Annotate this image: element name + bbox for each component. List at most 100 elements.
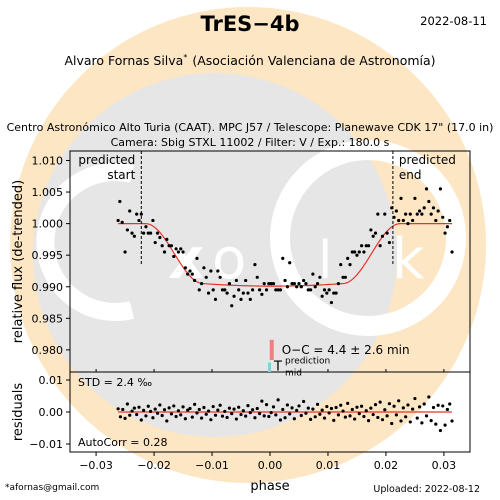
residual-point bbox=[220, 414, 225, 418]
flux-point bbox=[397, 218, 401, 223]
flux-point bbox=[271, 282, 276, 286]
residual-point bbox=[378, 400, 382, 404]
watermark-ring bbox=[270, 140, 466, 336]
flux-point bbox=[434, 218, 438, 223]
residual-point bbox=[155, 411, 160, 415]
residual-point bbox=[427, 395, 431, 399]
flux-point bbox=[165, 237, 169, 241]
residual-point bbox=[411, 407, 415, 411]
residual-point bbox=[151, 416, 155, 420]
flux-point bbox=[128, 209, 132, 213]
residual-point bbox=[348, 414, 352, 418]
residual-point bbox=[142, 408, 146, 412]
flux-point bbox=[362, 250, 366, 254]
residual-point bbox=[146, 404, 150, 408]
residual-point bbox=[213, 413, 218, 417]
flux-point bbox=[132, 234, 136, 238]
flux-point bbox=[380, 234, 385, 238]
prediction-sub: mid bbox=[285, 369, 302, 379]
residual-point bbox=[169, 412, 174, 416]
residual-point bbox=[322, 416, 327, 420]
flux-point bbox=[202, 266, 206, 270]
residual-point bbox=[450, 419, 454, 423]
residual-point bbox=[195, 411, 199, 415]
residual-point bbox=[148, 409, 153, 413]
prediction-marker bbox=[268, 362, 271, 372]
residual-point bbox=[179, 413, 183, 417]
flux-point bbox=[346, 256, 350, 260]
flux-point bbox=[162, 250, 167, 254]
setup-line-1: Centro Astronómico Alto Turia (CAAT). MP… bbox=[7, 121, 494, 134]
residual-point bbox=[199, 416, 204, 420]
residual-point bbox=[281, 407, 285, 412]
std-text: STD = 2.4 ‰ bbox=[78, 376, 152, 389]
residual-point bbox=[172, 404, 176, 408]
flux-point bbox=[264, 288, 269, 292]
flux-point bbox=[348, 263, 352, 267]
flux-point bbox=[295, 285, 299, 289]
residual-point bbox=[288, 412, 292, 416]
residual-point bbox=[392, 404, 396, 408]
residual-point bbox=[311, 407, 315, 411]
watermark-glyph-l: l bbox=[318, 231, 332, 291]
predicted-end-label-line: predicted bbox=[399, 153, 456, 167]
residual-point bbox=[188, 406, 192, 411]
chart-title: TrES−4b bbox=[200, 12, 299, 36]
residual-point bbox=[406, 403, 410, 407]
flux-point bbox=[199, 282, 204, 286]
flux-point bbox=[327, 288, 331, 292]
flux-point bbox=[253, 263, 257, 267]
flux-point bbox=[394, 209, 398, 213]
flux-point bbox=[211, 288, 215, 292]
observer-email: *afornas@gmail.com bbox=[5, 483, 99, 493]
main-y-tick-label: 0.980 bbox=[32, 344, 64, 357]
flux-point bbox=[241, 291, 245, 295]
residual-point bbox=[209, 418, 213, 422]
flux-point bbox=[246, 291, 250, 295]
observer-affiliation: (Asociación Valenciana de Astronomía) bbox=[192, 53, 435, 68]
residual-point bbox=[299, 413, 303, 418]
residual-point bbox=[357, 412, 361, 416]
residual-point bbox=[292, 417, 296, 421]
residual-point bbox=[359, 404, 364, 408]
main-y-axis-label: relative flux (de-trended) bbox=[11, 180, 26, 343]
flux-point bbox=[251, 288, 255, 292]
residual-point bbox=[404, 415, 408, 419]
uploaded-date: Uploaded: 2022-08-12 bbox=[373, 484, 480, 495]
flux-point bbox=[144, 225, 148, 229]
flux-point bbox=[206, 291, 211, 295]
flux-point bbox=[288, 261, 292, 265]
flux-point bbox=[285, 285, 289, 289]
residual-point bbox=[257, 412, 262, 416]
observer-line: Alvaro Fornas Silva* (Asociación Valencia… bbox=[64, 53, 435, 68]
residual-point bbox=[232, 407, 236, 411]
residual-point bbox=[364, 409, 368, 413]
flux-point bbox=[232, 294, 236, 298]
residual-point bbox=[239, 412, 243, 417]
flux-point bbox=[197, 288, 201, 292]
flux-point bbox=[225, 291, 229, 295]
residual-point bbox=[181, 405, 185, 409]
residual-point bbox=[373, 403, 378, 407]
flux-point bbox=[186, 272, 190, 276]
residual-point bbox=[174, 414, 178, 419]
residual-point bbox=[137, 405, 141, 409]
flux-point bbox=[417, 209, 422, 213]
flux-point bbox=[123, 250, 127, 254]
residual-point bbox=[315, 402, 320, 406]
residual-point bbox=[390, 421, 394, 426]
flux-point bbox=[213, 297, 218, 301]
residual-point bbox=[420, 421, 424, 425]
oc-marker bbox=[269, 339, 274, 361]
residual-point bbox=[394, 413, 398, 417]
residual-point bbox=[304, 411, 308, 415]
flux-point bbox=[297, 282, 301, 286]
flux-point bbox=[283, 278, 287, 283]
residual-point bbox=[380, 418, 385, 422]
residual-point bbox=[223, 409, 227, 413]
flux-point bbox=[420, 212, 424, 216]
residual-point bbox=[424, 414, 429, 418]
residual-y-tick-label: 0.00 bbox=[39, 406, 64, 419]
residual-point bbox=[128, 413, 132, 417]
